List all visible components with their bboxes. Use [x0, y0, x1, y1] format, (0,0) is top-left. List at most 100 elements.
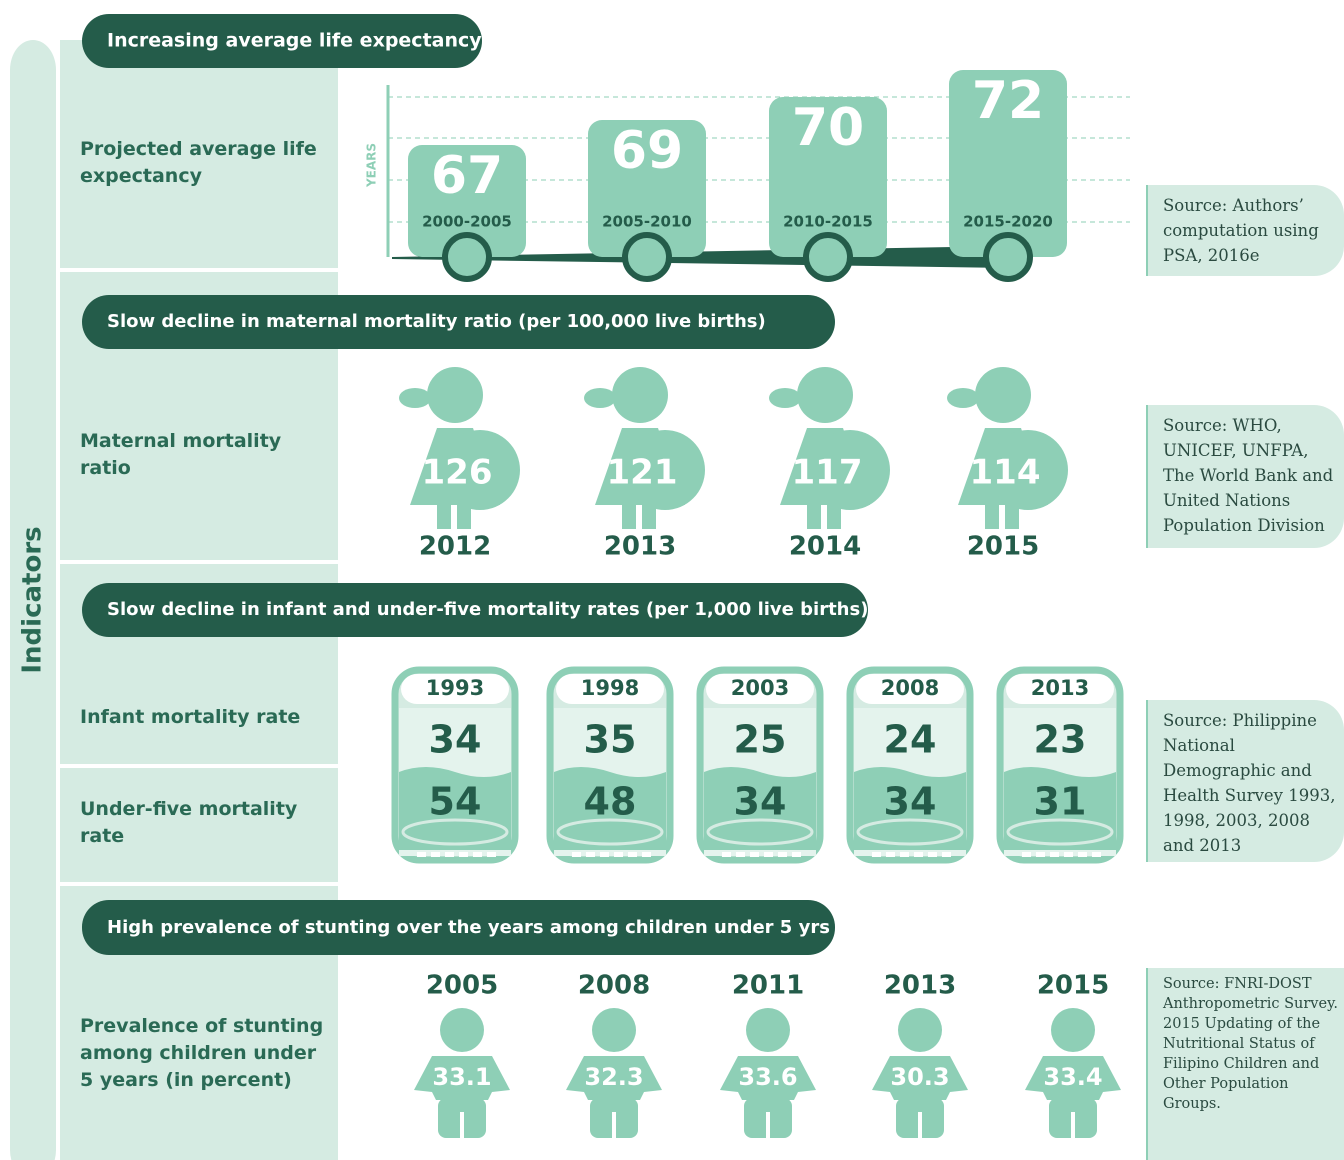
under-five-value: 34 — [884, 780, 937, 824]
icon-value: 114 — [970, 453, 1041, 493]
icon-value: 33.6 — [738, 1063, 797, 1091]
infant-value: 34 — [429, 718, 482, 762]
indicator-label: Maternal mortality ratio — [80, 430, 282, 479]
icon-body — [1025, 1056, 1121, 1100]
icon-year: 2015 — [967, 532, 1039, 562]
icon-hair — [947, 388, 979, 408]
marker — [803, 232, 853, 282]
icon-head — [592, 1008, 636, 1052]
icon-value: 126 — [422, 453, 493, 493]
bar-period: 2005-2010 — [602, 213, 692, 231]
basket-dash — [1078, 852, 1087, 857]
basket-base — [706, 818, 814, 846]
infant-value: 35 — [584, 718, 637, 762]
basket-lower — [399, 767, 511, 850]
basket-dash — [1064, 852, 1073, 857]
icon-value: 121 — [607, 453, 678, 493]
source-note: Source: FNRI-DOST Anthropometric Survey.… — [1146, 968, 1344, 1160]
basket-dash — [914, 852, 923, 857]
source-note: Source: Authors’ computation using PSA, … — [1146, 185, 1344, 276]
basket-base — [1006, 818, 1114, 846]
basket-year: 2013 — [1031, 676, 1089, 700]
basket-dash — [445, 852, 454, 857]
bar — [949, 70, 1067, 257]
basket-dash — [614, 852, 623, 857]
basket-dash — [900, 852, 909, 857]
icon-year: 2015 — [1037, 971, 1109, 1001]
infant-value: 25 — [734, 718, 787, 762]
icon-value: 32.3 — [584, 1063, 643, 1091]
basket-dash — [1022, 852, 1031, 857]
section-header — [82, 295, 835, 349]
basket-dash — [586, 852, 595, 857]
marker — [622, 232, 672, 282]
basket-dash — [736, 852, 745, 857]
indicator-label: Under-five mortality rate — [80, 798, 298, 847]
basket-band — [856, 674, 964, 704]
basket-dash — [764, 852, 773, 857]
basket-band — [706, 674, 814, 704]
basket-band — [1006, 674, 1114, 704]
basket-band — [556, 674, 664, 704]
icon-hair — [584, 388, 616, 408]
basket-dash — [942, 852, 951, 857]
basket-year: 2008 — [881, 676, 939, 700]
basket-dash — [572, 852, 581, 857]
icon-belly — [625, 430, 705, 510]
icon-head — [746, 1008, 790, 1052]
bar-value: 72 — [972, 71, 1044, 131]
icon-body — [566, 1056, 662, 1100]
basket-dash — [600, 852, 609, 857]
basket-dash — [473, 852, 482, 857]
icon-value: 33.1 — [432, 1063, 491, 1091]
basket-dash — [459, 852, 468, 857]
label-panel — [60, 768, 338, 882]
section-header — [82, 900, 835, 955]
icon-leg — [1005, 503, 1019, 529]
axis-label: YEARS — [365, 143, 379, 188]
basket-dash — [792, 852, 801, 857]
section-header — [82, 583, 868, 637]
basket-dash — [778, 852, 787, 857]
basket-dash — [722, 852, 731, 857]
icon-body — [872, 1056, 968, 1100]
icon-head — [797, 367, 853, 423]
basket-dash — [417, 852, 426, 857]
icon-head — [975, 367, 1031, 423]
icon-value: 117 — [792, 453, 863, 493]
bar — [769, 97, 887, 257]
icon-head — [898, 1008, 942, 1052]
icon-body — [414, 1056, 510, 1100]
label-panel — [60, 40, 338, 268]
basket-dash — [628, 852, 637, 857]
under-five-value: 31 — [1034, 780, 1087, 824]
icon-year: 2013 — [604, 532, 676, 562]
basket-dash — [642, 852, 651, 857]
section-header — [82, 14, 482, 68]
basket-dash — [750, 852, 759, 857]
icon-head — [1051, 1008, 1095, 1052]
bar-period: 2010-2015 — [783, 213, 873, 231]
bar — [408, 145, 526, 257]
under-five-value: 54 — [429, 780, 482, 824]
icon-leg — [622, 503, 636, 529]
basket-dash — [872, 852, 881, 857]
basket-lower — [854, 767, 966, 850]
basket-dash — [1036, 852, 1045, 857]
icon-head — [612, 367, 668, 423]
icon-year: 2014 — [789, 532, 861, 562]
bar-value: 70 — [792, 98, 864, 158]
basket-year: 1998 — [581, 676, 639, 700]
indicator-label: Infant mortality rate — [80, 706, 301, 728]
under-five-value: 34 — [734, 780, 787, 824]
section-title: Increasing average life expectancy — [107, 30, 482, 52]
marker — [983, 232, 1033, 282]
basket-lower — [1004, 767, 1116, 850]
basket-dash — [487, 852, 496, 857]
basket-lower — [704, 767, 816, 850]
icon-year: 2011 — [732, 971, 804, 1001]
icon-gap — [1071, 1112, 1075, 1140]
section-title: Slow decline in maternal mortality ratio… — [107, 311, 766, 332]
icon-gap — [460, 1112, 464, 1140]
